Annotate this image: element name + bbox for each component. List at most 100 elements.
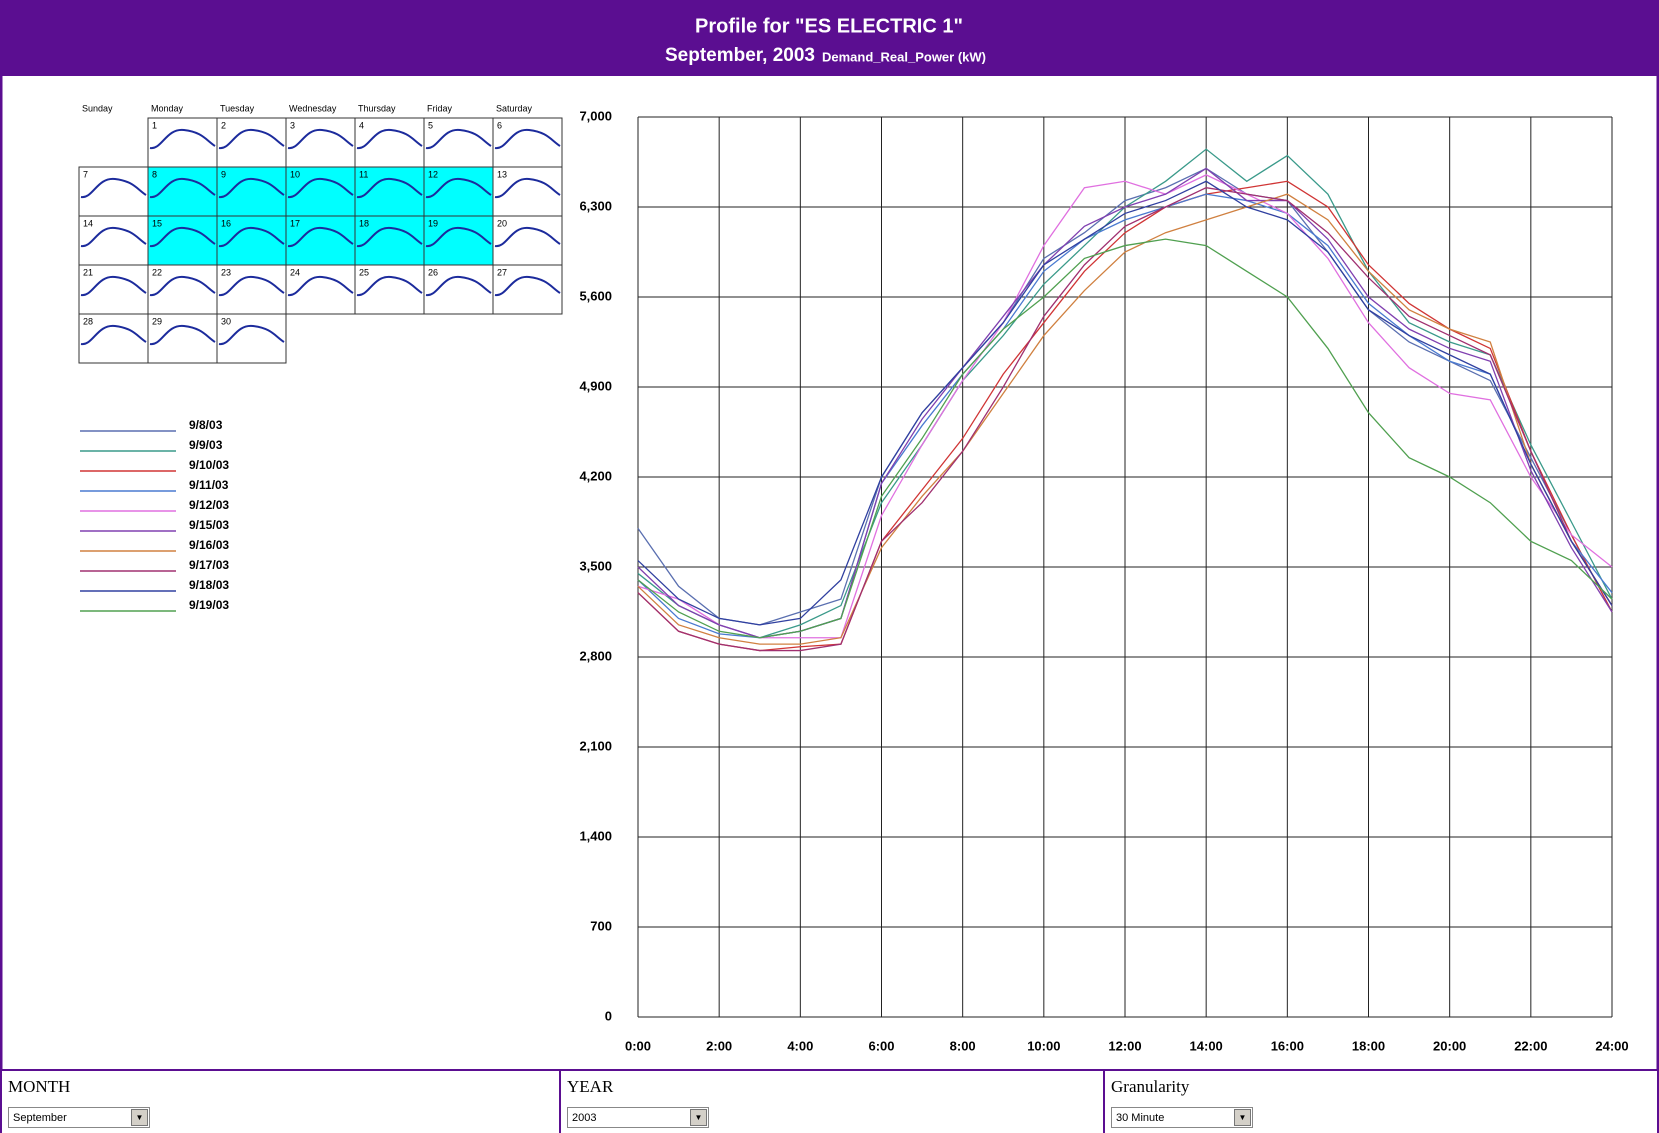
day-number: 6 (497, 120, 502, 130)
day-name: Monday (151, 103, 184, 113)
day-sparkline (356, 275, 423, 297)
legend-label: 9/11/03 (189, 478, 229, 492)
divider (0, 1069, 1659, 1071)
day-number: 7 (83, 169, 88, 179)
calendar-cell (78, 264, 149, 315)
dropdown-arrow[interactable]: ▼ (690, 1109, 707, 1126)
chart-subtitle: September, 2003 (665, 45, 815, 66)
series-line (637, 193, 1613, 645)
day-number: 21 (83, 267, 93, 277)
x-tick-label: 4:00 (787, 1038, 813, 1053)
day-number: 24 (290, 267, 300, 277)
day-number: 20 (497, 218, 507, 228)
day-sparkline (425, 226, 492, 248)
x-tick-label: 22:00 (1514, 1038, 1547, 1053)
day-sparkline (494, 275, 561, 297)
day-sparkline (80, 177, 147, 199)
y-tick-label: 700 (590, 918, 612, 933)
x-tick-label: 2:00 (706, 1038, 732, 1053)
legend-label: 9/15/03 (189, 518, 229, 532)
legend-label: 9/10/03 (189, 458, 229, 472)
x-tick-label: 6:00 (868, 1038, 894, 1053)
day-number: 4 (359, 120, 364, 130)
day-sparkline (356, 177, 423, 199)
day-sparkline (80, 226, 147, 248)
dropdown-value: September (13, 1112, 67, 1124)
day-number: 5 (428, 120, 433, 130)
control-label: MONTH (8, 1077, 71, 1096)
calendar-cell (147, 313, 218, 364)
dropdown[interactable]: 2003 ▼ (567, 1107, 709, 1128)
x-tick-label: 20:00 (1433, 1038, 1466, 1053)
legend-label: 9/19/03 (189, 598, 229, 612)
dropdown-arrow[interactable]: ▼ (1234, 1109, 1251, 1126)
frame (0, 0, 1659, 1071)
day-number: 17 (290, 218, 300, 228)
day-number: 26 (428, 267, 438, 277)
calendar-cell (492, 215, 563, 266)
day-number: 10 (290, 169, 300, 179)
day-sparkline (287, 177, 354, 199)
day-sparkline (149, 128, 216, 150)
calendar-cell (285, 264, 356, 315)
day-number: 27 (497, 267, 507, 277)
day-sparkline (80, 275, 147, 297)
day-sparkline (425, 177, 492, 199)
x-tick-label: 14:00 (1190, 1038, 1223, 1053)
day-number: 14 (83, 218, 93, 228)
calendar-cell (147, 264, 218, 315)
dropdown-value: 30 Minute (1116, 1112, 1165, 1124)
y-tick-label: 6,300 (579, 198, 612, 213)
calendar-cell (216, 215, 287, 266)
y-axis-label: Demand_Real_Power (kW) (822, 49, 986, 64)
calendar-cell (216, 166, 287, 217)
day-name: Sunday (82, 103, 113, 113)
day-sparkline (425, 128, 492, 150)
day-number: 15 (152, 218, 162, 228)
chart: Profile for "ES ELECTRIC 1" September, 2… (0, 0, 1659, 1071)
y-tick-label: 3,500 (579, 558, 612, 573)
header-bar (0, 0, 1659, 76)
calendar-cell (147, 166, 218, 217)
y-tick-label: 7,000 (579, 108, 612, 123)
day-number: 9 (221, 169, 226, 179)
day-number: 3 (290, 120, 295, 130)
calendar-cell (285, 117, 356, 168)
calendar-cell (423, 117, 494, 168)
dropdown-arrow[interactable]: ▼ (131, 1109, 148, 1126)
day-sparkline (218, 177, 285, 199)
series-line (637, 174, 1613, 639)
legend-label: 9/18/03 (189, 578, 229, 592)
day-sparkline (356, 128, 423, 150)
day-number: 11 (359, 169, 368, 179)
y-tick-label: 2,800 (579, 648, 612, 663)
day-number: 23 (221, 267, 231, 277)
day-sparkline (149, 177, 216, 199)
day-sparkline (149, 226, 216, 248)
day-name: Thursday (358, 103, 396, 113)
dropdown[interactable]: 30 Minute ▼ (1111, 1107, 1253, 1128)
calendar-cell (354, 215, 425, 266)
day-name: Saturday (496, 103, 533, 113)
legend-label: 9/12/03 (189, 498, 229, 512)
legend-label: 9/8/03 (189, 418, 223, 432)
day-sparkline (287, 275, 354, 297)
control-label: YEAR (567, 1077, 614, 1096)
y-tick-label: 0 (605, 1008, 612, 1023)
dropdown-value: 2003 (572, 1112, 597, 1124)
dropdown[interactable]: September ▼ (8, 1107, 150, 1128)
day-number: 18 (359, 218, 369, 228)
x-tick-label: 10:00 (1027, 1038, 1060, 1053)
day-number: 8 (152, 169, 157, 179)
calendar-cell (492, 166, 563, 217)
day-sparkline (218, 128, 285, 150)
day-number: 19 (428, 218, 438, 228)
calendar-cell (216, 313, 287, 364)
day-number: 2 (221, 120, 226, 130)
legend-label: 9/17/03 (189, 558, 229, 572)
y-tick-label: 4,900 (579, 378, 612, 393)
day-number: 13 (497, 169, 507, 179)
day-sparkline (425, 275, 492, 297)
x-tick-label: 0:00 (625, 1038, 651, 1053)
calendar-cell (147, 117, 218, 168)
